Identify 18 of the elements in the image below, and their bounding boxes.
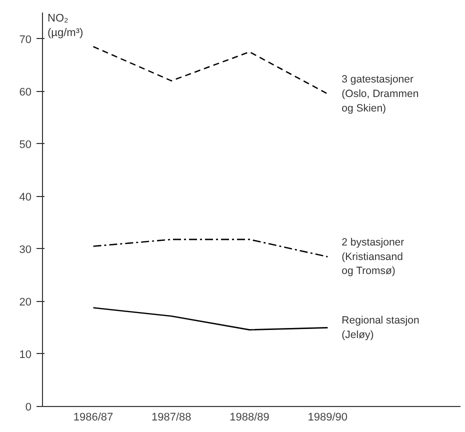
y-tick-label: 70 [19,34,32,46]
series-label: 2 bystasjoner (Kristiansand og Tromsø) [342,236,405,278]
x-tick-label: 1988/89 [230,412,270,424]
line-series [92,46,328,95]
y-tick-label: 20 [19,296,32,308]
y-tick-label: 40 [19,191,32,204]
y-tick-label: 30 [19,244,32,256]
series-label: 3 gatestasjoner (Oslo, Drammen og Skien) [342,74,419,114]
series-label: Regional stasjon (Jeløy) [342,314,420,341]
x-tick-label: 1989/90 [308,412,348,424]
x-tick-label: 1986/87 [73,412,114,424]
y-tick-label: 10 [19,348,32,361]
x-tick-label: 1987/88 [152,412,192,424]
y-axis-title: NO₂ (µg/m³) [48,12,84,39]
y-tick-label: 50 [19,138,32,151]
line-series [92,307,328,330]
y-tick-label: 0 [25,402,32,414]
y-tick-label: 60 [19,86,32,98]
